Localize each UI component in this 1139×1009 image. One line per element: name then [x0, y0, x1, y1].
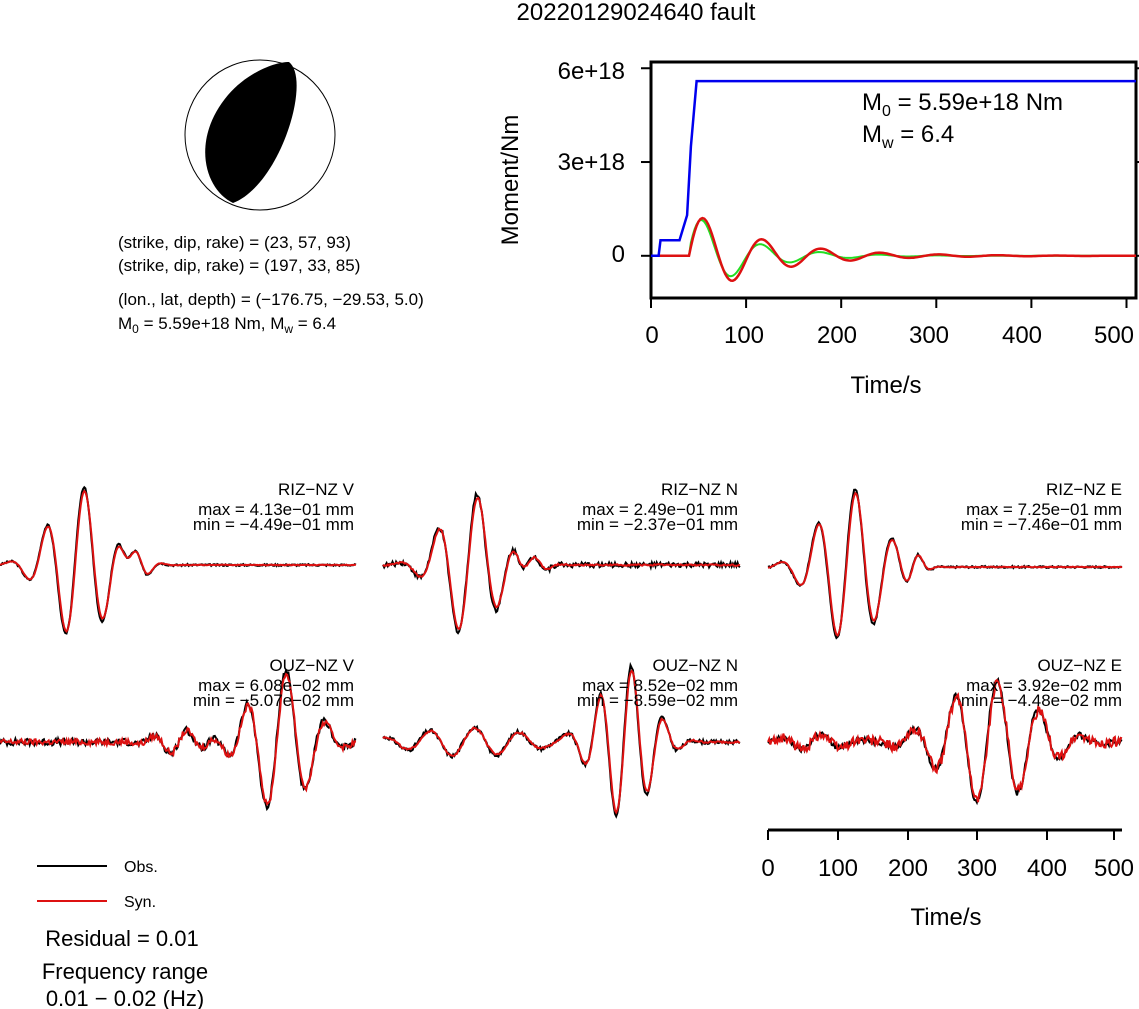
- waveform-panel: RIZ−NZ N max = 2.49e−01 mm min = −2.37e−…: [382, 480, 741, 635]
- panel-max: max = 8.52e−02 mm: [582, 676, 738, 695]
- moment-xlabel: Time/s: [850, 372, 921, 399]
- synthetic-trace: [382, 496, 741, 631]
- waveform-panel: OUZ−NZ E max = 3.92e−02 mm min = −4.48e−…: [767, 656, 1123, 806]
- panel-station: OUZ−NZ V: [269, 656, 354, 675]
- panel-min: min = −5.07e−02 mm: [193, 691, 354, 710]
- panel-max: max = 7.25e−01 mm: [966, 500, 1122, 519]
- panel-min: min = −2.37e−01 mm: [577, 515, 738, 534]
- moment-plot-frame: [649, 60, 1138, 300]
- moment-ytick-label: 3e+18: [558, 149, 625, 176]
- waveform-panel: OUZ−NZ N max = 8.52e−02 mm min = −8.59e−…: [382, 656, 741, 819]
- panel-min: min = −4.49e−01 mm: [193, 515, 354, 534]
- time-xtick-label: 0: [761, 855, 774, 882]
- panel-min: min = −8.59e−02 mm: [577, 691, 738, 710]
- moment-ytick-label: 6e+18: [558, 58, 625, 85]
- synthetic-trace: [767, 491, 1123, 637]
- figure-title: 20220129024640 fault: [517, 0, 756, 26]
- moment-m0-annotation: M0 = 5.59e+18 Nm: [862, 89, 1063, 120]
- time-xtick-label: 200: [888, 855, 928, 882]
- panel-max: max = 3.92e−02 mm: [966, 676, 1122, 695]
- panel-min: min = −4.48e−02 mm: [961, 691, 1122, 710]
- time-xtick-label: 500: [1094, 855, 1134, 882]
- compressional-quadrant: [205, 62, 297, 203]
- time-axis: 0 100 200 300 400 500 Time/s: [761, 828, 1134, 931]
- mechanism-line-2: (strike, dip, rake) = (197, 33, 85): [118, 256, 360, 275]
- legend-obs-label: Obs.: [124, 859, 158, 876]
- frequency-range-value: 0.01 − 0.02 (Hz): [46, 986, 204, 1009]
- mechanism-line-1: (strike, dip, rake) = (23, 57, 93): [118, 233, 351, 252]
- frequency-range-label: Frequency range: [42, 959, 208, 984]
- panel-max: max = 4.13e−01 mm: [198, 500, 354, 519]
- time-xtick-label: 100: [818, 855, 858, 882]
- moment-xtick-label: 500: [1094, 322, 1134, 349]
- moment-ylabel: Moment/Nm: [497, 115, 524, 246]
- moment-ytick-label: 0: [612, 241, 625, 268]
- synthetic-trace: [0, 672, 357, 806]
- panel-max: max = 2.49e−01 mm: [582, 500, 738, 519]
- moment-axis-ticks: [641, 67, 1139, 308]
- waveform-panel: OUZ−NZ V max = 6.08e−02 mm min = −5.07e−…: [0, 656, 357, 812]
- cumulative-moment-line: [651, 79, 1136, 258]
- legend-syn-label: Syn.: [124, 894, 156, 911]
- time-xtick-label: 400: [1027, 855, 1067, 882]
- time-xtick-label: 300: [957, 855, 997, 882]
- synthetic-trace: [0, 489, 357, 634]
- time-xlabel: Time/s: [910, 904, 981, 931]
- panel-station: RIZ−NZ V: [278, 480, 355, 499]
- moment-mw-annotation: Mw = 6.4: [862, 121, 954, 152]
- synthetic-trace: [767, 678, 1123, 803]
- panel-min: min = −7.46e−01 mm: [961, 515, 1122, 534]
- panel-station: RIZ−NZ E: [1046, 480, 1122, 499]
- mechanism-magnitude: M0 = 5.59e+18 Nm, Mw = 6.4: [118, 314, 336, 336]
- waveform-panel: RIZ−NZ E max = 7.25e−01 mm min = −7.46e−…: [767, 480, 1123, 640]
- synthetic-trace: [382, 669, 741, 815]
- moment-xtick-label: 200: [817, 322, 857, 349]
- moment-xtick-label: 0: [645, 322, 658, 349]
- residual-label: Residual = 0.01: [45, 926, 199, 951]
- stf-red-trace: [651, 216, 1136, 282]
- waveform-panel: RIZ−NZ V max = 4.13e−01 mm min = −4.49e−…: [0, 480, 357, 635]
- panel-station: OUZ−NZ N: [653, 656, 738, 675]
- panel-station: OUZ−NZ E: [1037, 656, 1122, 675]
- legend: Obs. Syn.: [37, 859, 158, 911]
- moment-plot: 6e+18 3e+18 0 0 100 200 300 400 500 Time…: [497, 58, 1139, 399]
- time-axis-ticks: [767, 830, 1115, 840]
- beachball: [184, 59, 336, 211]
- mechanism-location: (lon., lat, depth) = (−176.75, −29.53, 5…: [118, 290, 424, 309]
- panel-station: RIZ−NZ N: [661, 480, 738, 499]
- moment-xtick-label: 400: [1002, 322, 1042, 349]
- moment-xtick-label: 100: [724, 322, 764, 349]
- panel-max: max = 6.08e−02 mm: [198, 676, 354, 695]
- moment-xtick-label: 300: [909, 322, 949, 349]
